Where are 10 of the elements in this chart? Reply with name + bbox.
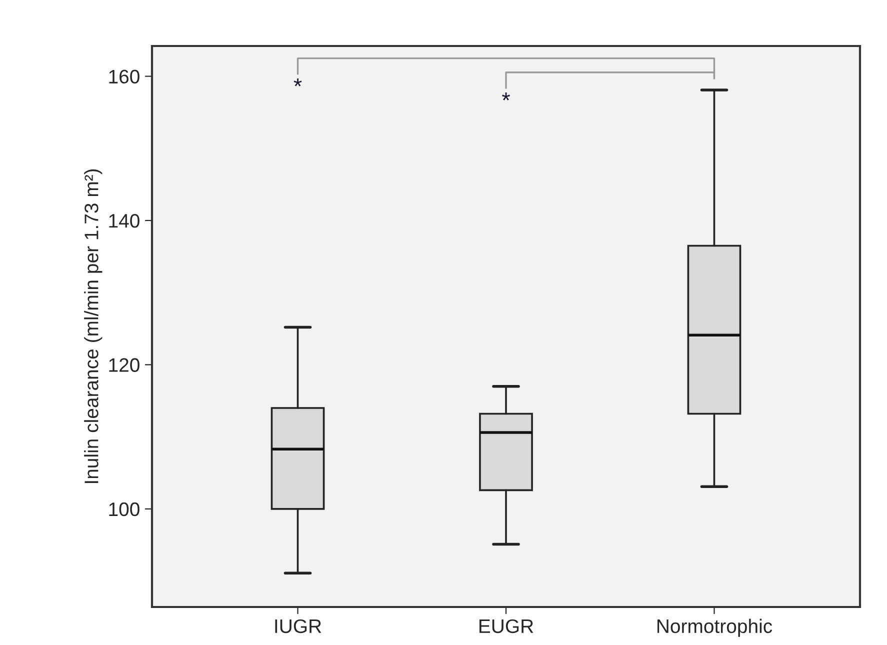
annotation: * [502, 92, 510, 100]
y-tick-label: 140 [109, 214, 140, 228]
x-tick-label: EUGR [480, 619, 534, 634]
annotation: * [294, 78, 302, 86]
y-axis-title: Inulin clearance (ml/min per 1.73 m²) [84, 169, 102, 484]
y-tick-label: 160 [109, 70, 140, 84]
x-tick-label: IUGR [275, 619, 322, 634]
x-tick-label: Normotrophic [657, 618, 772, 637]
y-tick-label: 100 [109, 502, 140, 516]
y-tick-label: 120 [109, 358, 140, 372]
